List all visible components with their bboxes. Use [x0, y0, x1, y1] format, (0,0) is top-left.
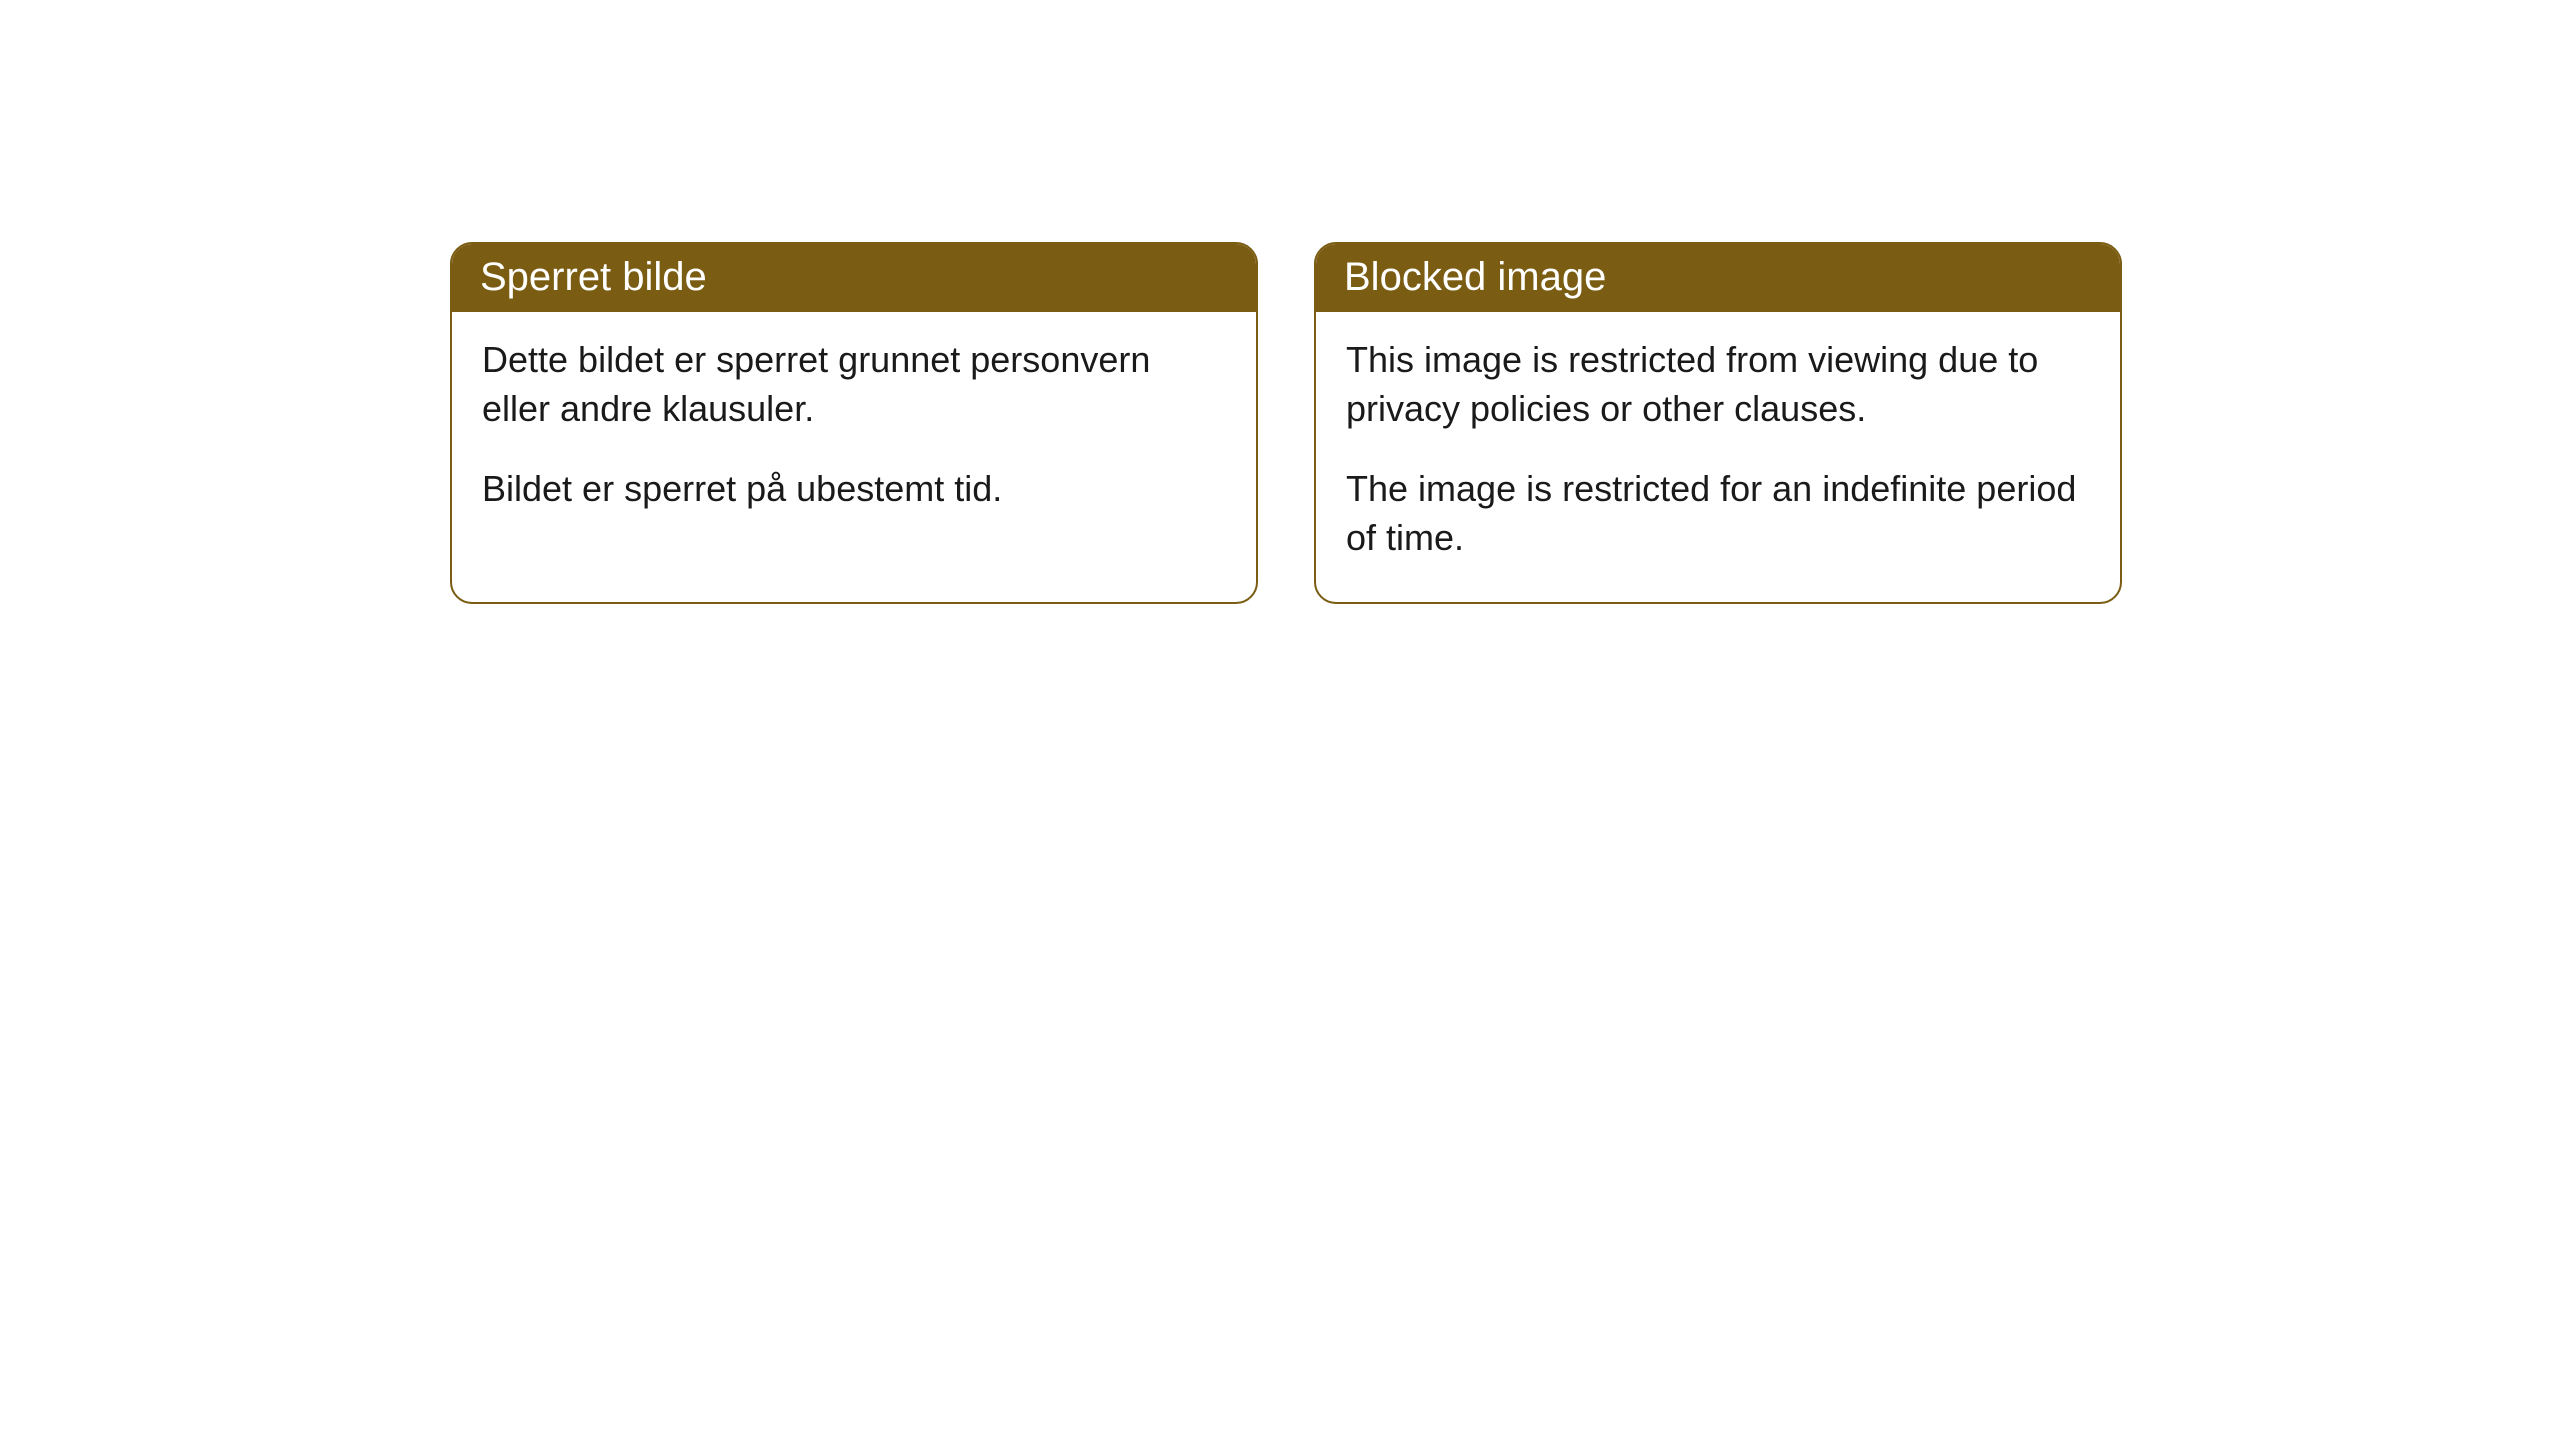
card-header-english: Blocked image: [1316, 244, 2120, 312]
card-paragraph-2: The image is restricted for an indefinit…: [1346, 465, 2090, 562]
card-title: Sperret bilde: [480, 255, 707, 299]
card-title: Blocked image: [1344, 255, 1606, 299]
blocked-image-card-norwegian: Sperret bilde Dette bildet er sperret gr…: [450, 242, 1258, 604]
card-header-norwegian: Sperret bilde: [452, 244, 1256, 312]
card-body-norwegian: Dette bildet er sperret grunnet personve…: [452, 312, 1256, 554]
cards-container: Sperret bilde Dette bildet er sperret gr…: [450, 242, 2560, 604]
blocked-image-card-english: Blocked image This image is restricted f…: [1314, 242, 2122, 604]
card-paragraph-1: This image is restricted from viewing du…: [1346, 336, 2090, 433]
card-body-english: This image is restricted from viewing du…: [1316, 312, 2120, 602]
card-paragraph-1: Dette bildet er sperret grunnet personve…: [482, 336, 1226, 433]
card-paragraph-2: Bildet er sperret på ubestemt tid.: [482, 465, 1226, 514]
